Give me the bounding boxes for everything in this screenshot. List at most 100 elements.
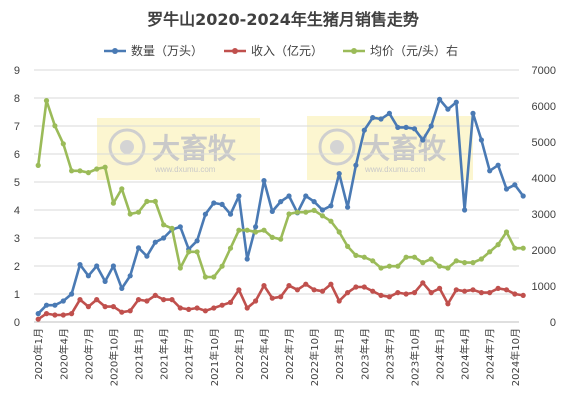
- data-point: [487, 249, 493, 255]
- data-point: [227, 211, 234, 217]
- axes: 0 1 2 3 4 5 6 7 8 9 0 1000 2000 3000 4000 5000 6000 7000 2…: [14, 65, 556, 386]
- data-point: [152, 292, 158, 298]
- x-tick-label: 2021年4月: [158, 328, 171, 380]
- data-point: [186, 306, 192, 312]
- data-point: [445, 265, 451, 271]
- x-tick-label: 2023年1月: [333, 328, 346, 380]
- data-point: [286, 283, 292, 289]
- y-left-tick-label: 3: [14, 233, 20, 245]
- y-left-tick-label: 2: [14, 261, 20, 273]
- x-tick-label: 2023年7月: [383, 328, 396, 380]
- data-point: [127, 211, 133, 217]
- data-point: [110, 304, 116, 310]
- x-tick-label: 2020年4月: [57, 328, 70, 380]
- series-3: [35, 98, 526, 280]
- data-point: [236, 227, 242, 233]
- data-point: [253, 229, 259, 235]
- data-point: [102, 164, 108, 170]
- data-point: [445, 301, 451, 307]
- data-point: [370, 288, 376, 294]
- data-point: [386, 294, 392, 300]
- x-tick-label: 2021年10月: [208, 328, 221, 386]
- x-tick-label: 2022年7月: [283, 328, 296, 380]
- data-point: [386, 263, 392, 269]
- data-point: [286, 211, 292, 217]
- data-point: [269, 234, 275, 240]
- data-point: [294, 287, 300, 293]
- y-right-tick-label: 2000: [532, 245, 556, 257]
- data-point: [378, 116, 384, 122]
- data-point: [403, 124, 409, 130]
- data-point: [43, 98, 50, 104]
- data-point: [353, 284, 359, 290]
- data-point: [261, 227, 267, 233]
- data-point: [420, 280, 426, 286]
- data-point: [361, 254, 367, 260]
- data-point: [152, 198, 158, 204]
- data-point: [60, 141, 66, 147]
- data-point: [135, 297, 142, 303]
- y-right-tick-label: 6000: [532, 101, 556, 113]
- data-point: [462, 288, 468, 294]
- data-point: [161, 222, 167, 228]
- data-point: [495, 162, 501, 168]
- data-point: [102, 304, 108, 310]
- data-point: [261, 178, 267, 184]
- data-point: [186, 249, 192, 255]
- legend: 数量（万头） 收入（亿元） 均价（元/头）右: [104, 43, 458, 58]
- data-point: [269, 295, 275, 301]
- data-point: [211, 200, 217, 206]
- x-tick-label: 2020年7月: [82, 328, 95, 380]
- data-point: [244, 305, 250, 311]
- data-point: [227, 299, 234, 305]
- data-point: [269, 208, 275, 214]
- x-tick-label: 2022年1月: [233, 328, 246, 380]
- data-point: [202, 211, 208, 217]
- data-point: [370, 115, 376, 121]
- x-tick-label: 2020年10月: [107, 328, 120, 386]
- data-point: [253, 298, 259, 304]
- data-point: [353, 162, 359, 168]
- data-point: [378, 265, 384, 271]
- data-point: [478, 137, 484, 143]
- data-point: [503, 229, 510, 235]
- data-point: [119, 186, 125, 192]
- data-point: [437, 263, 443, 269]
- data-point: [60, 312, 66, 318]
- y-left-tick-label: 4: [14, 205, 20, 217]
- data-point: [311, 199, 317, 205]
- data-point: [119, 285, 125, 291]
- data-point: [35, 316, 41, 322]
- data-point: [462, 207, 468, 213]
- legend-label: 收入（亿元）: [251, 43, 323, 58]
- data-point: [135, 209, 142, 215]
- data-point: [470, 260, 476, 266]
- x-tick-label: 2024年4月: [459, 328, 472, 380]
- data-point: [328, 203, 334, 209]
- legend-label: 数量（万头）: [131, 43, 203, 58]
- data-point: [520, 193, 526, 199]
- watermark-left: 大畜牧 www.dxumu.com: [97, 118, 260, 180]
- data-point: [512, 245, 518, 251]
- data-point: [311, 207, 317, 213]
- data-point: [403, 291, 409, 297]
- data-point: [462, 260, 468, 266]
- data-point: [487, 290, 493, 296]
- x-tick-label: 2023年4月: [358, 328, 371, 380]
- legend-swatch-marker: [232, 48, 238, 54]
- data-point: [453, 287, 459, 293]
- data-point: [177, 305, 183, 311]
- data-point: [52, 302, 58, 308]
- data-point: [294, 209, 300, 215]
- watermark-right: 大畜牧 www.dxumu.com: [307, 116, 473, 180]
- watermark-left-logo-icon: [108, 128, 146, 166]
- data-point: [161, 297, 167, 303]
- data-point: [411, 290, 418, 296]
- data-point: [395, 124, 401, 130]
- data-point: [278, 199, 284, 205]
- data-point: [470, 287, 476, 293]
- y-left-tick-label: 1: [14, 289, 20, 301]
- x-tick-label: 2022年4月: [258, 328, 271, 380]
- y-right-tick-label: 5000: [532, 137, 556, 149]
